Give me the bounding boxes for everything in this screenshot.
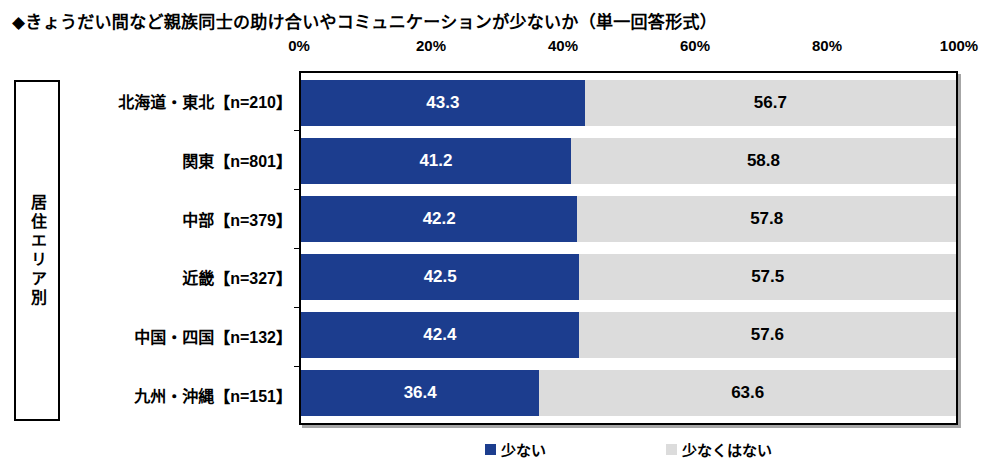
legend-item: 少ない [485,439,546,460]
category-label: 北海道・東北【n=210】 [60,78,292,124]
bar-row: 36.4 63.6 [301,370,956,416]
legend-label: 少なくはない [682,439,772,460]
legend-swatch [485,444,496,455]
bar-value-label: 63.6 [731,383,764,403]
bar-value-label: 43.3 [426,93,459,113]
x-axis-tick-label: 100% [940,37,978,54]
bar-value-label: 58.8 [747,151,780,171]
bar-row: 42.4 57.6 [301,312,956,358]
bar-row: 41.2 58.8 [301,138,956,184]
bar-segment-primary: 42.2 [301,196,577,242]
category-axis-tick [294,248,299,249]
bar-segment-primary: 42.4 [301,312,579,358]
bar-segment-secondary: 57.5 [579,254,956,300]
bar-segment-secondary: 57.8 [577,196,956,242]
bar-segment-primary: 43.3 [301,80,585,126]
bar-value-label: 36.4 [404,383,437,403]
bar-value-label: 42.2 [423,209,456,229]
plot-area: 43.3 56.7 41.2 58.8 42.2 57.8 42.5 57.5 42.4 57.6… [299,71,958,425]
x-axis-tick-label: 60% [680,37,710,54]
category-label: 中国・四国【n=132】 [60,313,292,359]
category-label: 中部【n=379】 [60,196,292,242]
category-labels: 北海道・東北【n=210】関東【n=801】中部【n=379】近畿【n=327】… [60,71,292,425]
bar-row: 42.5 57.5 [301,254,956,300]
legend-swatch [666,444,677,455]
bar-value-label: 57.8 [750,209,783,229]
x-axis-tick-label: 40% [548,37,578,54]
bar-value-label: 57.5 [751,267,784,287]
bar-segment-secondary: 57.6 [579,312,956,358]
bar-row: 42.2 57.8 [301,196,956,242]
bar-value-label: 41.2 [419,151,452,171]
x-axis: 0%20%40%60%80%100% [299,37,959,59]
bar-segment-secondary: 56.7 [585,80,956,126]
bar-segment-primary: 36.4 [301,370,539,416]
category-axis-tick [294,130,299,131]
x-axis-tick-label: 20% [416,37,446,54]
legend-item: 少なくはない [666,439,772,460]
category-label: 九州・沖縄【n=151】 [60,372,292,418]
bar-segment-secondary: 58.8 [571,138,956,184]
legend-label: 少ない [501,439,546,460]
category-label: 近畿【n=327】 [60,254,292,300]
bar-value-label: 57.6 [751,325,784,345]
category-label: 関東【n=801】 [60,137,292,183]
category-axis-tick [294,366,299,367]
area-group-box: 居住エリア別 [14,80,60,421]
bar-segment-primary: 41.2 [301,138,571,184]
x-axis-tick-label: 0% [288,37,310,54]
category-axis-tick [294,307,299,308]
category-axis-tick [294,189,299,190]
bar-value-label: 56.7 [754,93,787,113]
bar-segment-secondary: 63.6 [539,370,956,416]
bar-value-label: 42.4 [423,325,456,345]
legend: 少ない 少なくはない [299,438,958,460]
bar-value-label: 42.5 [424,267,457,287]
area-group-label: 居住エリア別 [29,194,45,308]
chart-title: ◆きょうだい間など親族同士の助け合いやコミュニケーションが少ないか（単一回答形式… [12,8,717,33]
bar-segment-primary: 42.5 [301,254,579,300]
x-axis-tick-label: 80% [812,37,842,54]
bar-row: 43.3 56.7 [301,80,956,126]
